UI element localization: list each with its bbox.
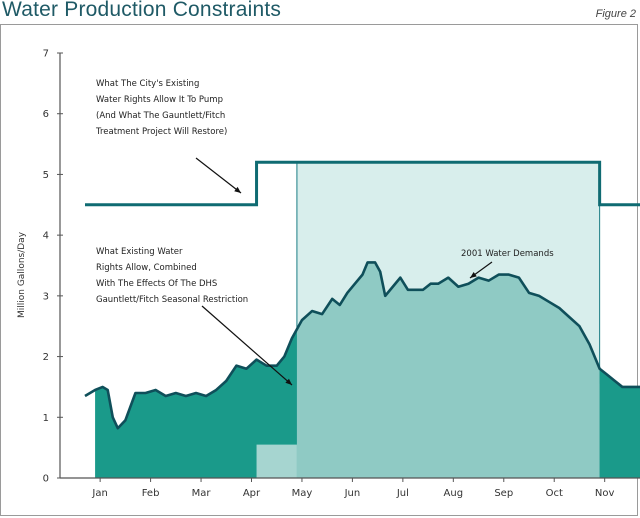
x-tick-label: Aug xyxy=(444,488,464,499)
y-tick-label: 1 xyxy=(43,413,49,424)
water-rights-line xyxy=(85,160,640,207)
annotation-demand: 2001 Water Demands xyxy=(461,249,554,259)
x-tick-label: Jun xyxy=(344,488,361,499)
page-title: Water Production Constraints xyxy=(2,0,282,21)
y-tick-label: 5 xyxy=(43,170,49,181)
demand-area-season xyxy=(296,262,600,478)
chart-axes: 0 1 2 3 4 5 6 7 Jan Feb Mar Apr May Jun Jul Aug Sep Oct No… xyxy=(43,49,640,499)
chart-annotations: What The City's Existing Water Rights All… xyxy=(95,79,554,386)
arrow-demand-head xyxy=(470,272,477,278)
annotation-rights: Treatment Project Will Restore) xyxy=(95,127,227,137)
restriction-step-base xyxy=(256,444,297,478)
annotation-rights: What The City's Existing xyxy=(96,79,199,89)
x-tick-label: Sep xyxy=(494,488,513,499)
y-tick-label: 6 xyxy=(43,109,49,120)
demand-area-late xyxy=(599,368,640,478)
x-tick-label: May xyxy=(292,488,313,499)
annotation-rights: (And What The Gauntlett/Fitch xyxy=(96,111,225,121)
annotation-restriction: Rights Allow, Combined xyxy=(96,263,197,273)
arrow-rights-head xyxy=(234,186,241,193)
x-tick-label: Apr xyxy=(243,488,261,499)
annotation-restriction: What Existing Water xyxy=(96,247,183,257)
chart-frame xyxy=(0,24,638,516)
x-tick-label: Jul xyxy=(396,488,409,499)
y-axis-label: Million Gallons/Day xyxy=(17,231,27,318)
y-tick-label: 7 xyxy=(43,49,49,60)
annotation-rights: Water Rights Allow It To Pump xyxy=(96,95,223,105)
y-tick-label: 4 xyxy=(43,231,49,242)
x-tick-label: Oct xyxy=(546,488,563,499)
y-tick-label: 3 xyxy=(43,291,49,302)
x-tick-label: Nov xyxy=(595,488,615,499)
demand-area-early xyxy=(95,329,297,478)
x-tick-label: Jan xyxy=(91,488,107,499)
annotation-restriction: With The Effects Of The DHS xyxy=(96,279,217,289)
x-tick-label: Feb xyxy=(142,488,160,499)
chart-lines xyxy=(84,160,640,430)
figure-label: Figure 2 xyxy=(595,8,636,20)
arrow-restriction-head xyxy=(285,378,292,385)
demand-line xyxy=(84,261,640,430)
y-tick-label: 0 xyxy=(43,474,49,485)
chart-fills xyxy=(95,161,640,479)
arrow-rights xyxy=(195,157,242,194)
y-tick-label: 2 xyxy=(43,352,49,363)
x-tick-label: Mar xyxy=(192,488,212,499)
annotation-restriction: Gauntlett/Fitch Seasonal Restriction xyxy=(96,295,248,305)
arrow-restriction xyxy=(201,305,293,386)
